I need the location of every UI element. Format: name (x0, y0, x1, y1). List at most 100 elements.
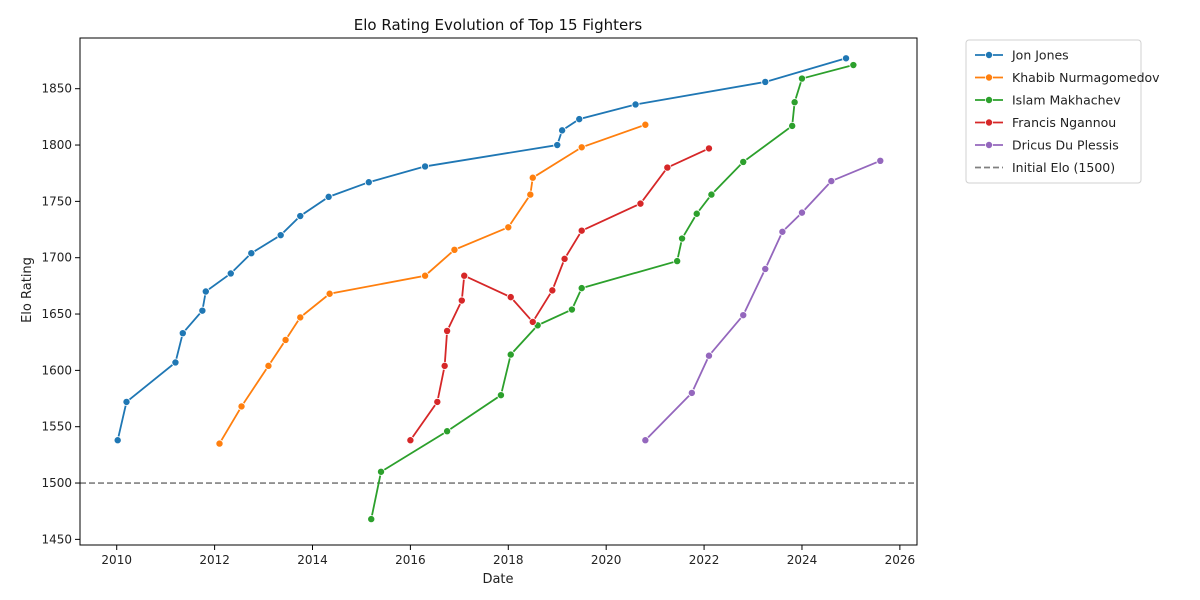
data-point (367, 515, 376, 524)
data-point (842, 54, 851, 63)
legend-marker (985, 96, 994, 105)
plot-frame (79, 37, 918, 546)
legend-marker (985, 51, 994, 60)
data-point (443, 326, 452, 335)
data-point (528, 173, 537, 182)
data-point (178, 329, 187, 338)
data-point (440, 361, 449, 370)
data-point (198, 306, 207, 315)
legend-label: Islam Makhachev (1012, 93, 1121, 108)
legend-label: Dricus Du Plessis (1012, 138, 1119, 153)
y-tick-label: 1850 (41, 82, 72, 96)
data-point (122, 397, 131, 406)
data-point (553, 141, 562, 150)
x-tick-label: 2014 (297, 553, 328, 567)
data-point (761, 264, 770, 273)
legend-entry: Francis Ngannou (975, 115, 1116, 130)
data-point (567, 305, 576, 314)
x-tick-label: 2024 (787, 553, 818, 567)
data-point (687, 388, 696, 397)
data-point (528, 317, 537, 326)
y-tick-label: 1450 (41, 532, 72, 546)
data-point (849, 61, 858, 70)
legend-box (965, 39, 1142, 184)
data-point (325, 289, 334, 298)
data-point (704, 351, 713, 360)
legend-label: Francis Ngannou (1012, 115, 1116, 130)
legend-label: Jon Jones (1011, 48, 1069, 63)
chart-title: Elo Rating Evolution of Top 15 Fighters (354, 16, 643, 34)
data-point (276, 231, 285, 240)
series-line-jon-jones (116, 57, 847, 441)
data-point (171, 358, 180, 367)
data-point (526, 190, 535, 199)
data-point (433, 397, 442, 406)
legend-entry: Khabib Nurmagomedov (975, 70, 1160, 85)
data-point (113, 436, 122, 445)
data-point (406, 436, 415, 445)
data-point (548, 286, 557, 295)
y-tick-label: 1600 (41, 363, 72, 377)
data-point (296, 313, 305, 322)
series-jon-jones (113, 54, 851, 445)
data-point (377, 467, 386, 476)
data-point (761, 77, 770, 86)
data-point (201, 287, 210, 296)
x-tick-label: 2012 (199, 553, 230, 567)
legend: Jon Jones Khabib Nurmagomedov Islam Makhac… (965, 39, 1160, 184)
data-point (577, 284, 586, 293)
series-line-islam-makhachev (370, 64, 854, 520)
series-line-francis-ngannou (409, 147, 710, 441)
data-point (797, 74, 806, 83)
data-point (797, 208, 806, 217)
legend-marker (985, 73, 994, 82)
data-point (876, 156, 885, 165)
data-point (558, 126, 567, 135)
y-tick-label: 1700 (41, 251, 72, 265)
legend-label: Initial Elo (1500) (1012, 160, 1115, 175)
legend-marker (985, 140, 994, 149)
series-line-dricus-du-plessis (644, 159, 881, 441)
data-point (443, 427, 452, 436)
data-point (673, 257, 682, 266)
data-point (704, 144, 713, 153)
data-point (636, 199, 645, 208)
data-point (296, 212, 305, 221)
data-point (707, 190, 716, 199)
data-point (504, 223, 513, 232)
data-point (788, 121, 797, 130)
legend-entry: Dricus Du Plessis (975, 138, 1119, 153)
x-tick-label: 2018 (493, 553, 524, 567)
data-point (641, 120, 650, 129)
y-axis-label: Elo Rating (20, 257, 35, 323)
data-point (739, 157, 748, 166)
data-point (778, 227, 787, 236)
data-point (364, 178, 373, 187)
data-point (226, 269, 235, 278)
legend-label: Khabib Nurmagomedov (1012, 70, 1160, 85)
data-point (460, 271, 469, 280)
data-point (641, 436, 650, 445)
data-point (421, 271, 430, 280)
y-tick-label: 1750 (41, 194, 72, 208)
data-point (739, 311, 748, 320)
y-tick-label: 1800 (41, 138, 72, 152)
data-point (281, 335, 290, 344)
data-point (264, 361, 273, 370)
legend-entry: Islam Makhachev (975, 93, 1121, 108)
data-point (827, 177, 836, 186)
data-point (506, 293, 515, 302)
data-point (215, 439, 224, 448)
data-point (678, 234, 687, 243)
y-tick-label: 1550 (41, 420, 72, 434)
x-tick-label: 2022 (689, 553, 720, 567)
data-point (237, 402, 246, 411)
series-islam-makhachev (367, 61, 858, 524)
data-point (247, 249, 256, 258)
data-point (577, 226, 586, 235)
data-point (560, 254, 569, 263)
axes-layer: 2010 2012 2014 2016 2018 2020 2022 2024 2026 1450… (41, 37, 918, 567)
data-point (631, 100, 640, 109)
data-point (575, 115, 584, 124)
